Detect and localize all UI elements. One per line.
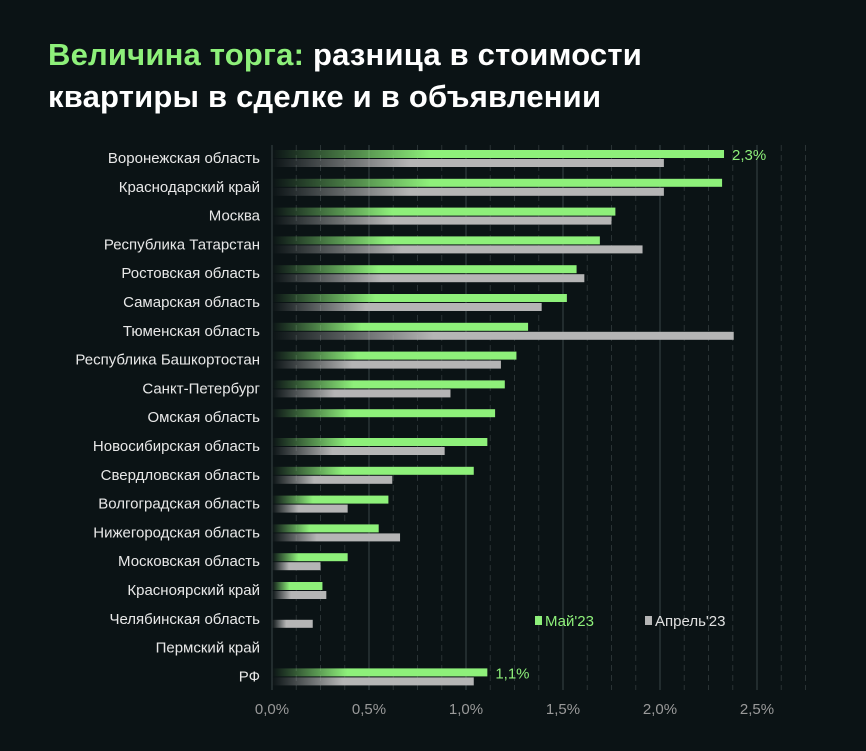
bar-april (272, 447, 445, 455)
category-label: Краснодарский край (119, 179, 260, 196)
legend-label: Май'23 (545, 613, 594, 630)
legend-swatch (645, 616, 652, 625)
title-rest: разница в стоимости (312, 37, 643, 72)
bar-may (272, 265, 577, 274)
category-label: Московская область (118, 553, 260, 570)
category-label: Свердловская область (101, 467, 261, 484)
bar-may (272, 294, 567, 302)
bar-april (272, 331, 734, 340)
bar-may (272, 409, 496, 418)
bar-april (272, 475, 393, 484)
bar-april (272, 360, 501, 369)
bar-may (272, 236, 600, 245)
bar-may (272, 207, 616, 216)
bar-april (272, 159, 664, 167)
category-label: Красноярский край (127, 582, 260, 599)
bar-may (272, 466, 474, 475)
bar-april (272, 504, 348, 513)
bar-may (272, 351, 517, 360)
bar-may (272, 524, 379, 533)
x-tick-label: 1,5% (546, 701, 580, 718)
category-label: Челябинская область (109, 611, 260, 628)
x-tick-label: 2,5% (740, 701, 774, 718)
bar-may (272, 582, 323, 590)
bar-april (272, 389, 451, 398)
category-label: Нижегородская область (93, 524, 260, 541)
bar-may (272, 322, 529, 331)
bar-may (272, 380, 505, 389)
category-label: Самарская область (123, 294, 260, 311)
category-label: Республика Татарстан (104, 236, 260, 253)
bar-may (272, 178, 723, 187)
bar-may (272, 553, 348, 562)
category-label: Пермский край (156, 640, 260, 657)
x-tick-label: 1,0% (449, 701, 483, 718)
bar-april (272, 303, 542, 311)
bar-april (272, 216, 612, 225)
bar-april (272, 533, 401, 542)
bar-april (272, 562, 321, 571)
category-label: Тюменская область (123, 323, 260, 340)
data-label: 2,3% (732, 147, 766, 164)
bar-may (272, 668, 488, 677)
bar-may (272, 150, 725, 158)
bar-may (272, 438, 488, 446)
category-label: Воронежская область (108, 150, 260, 167)
category-label: РФ (239, 668, 260, 685)
category-label: Москва (209, 208, 261, 225)
category-label: Санкт-Петербург (142, 380, 260, 397)
bar-april (272, 591, 327, 599)
title-line2: квартиры в сделке и в объявлении (48, 79, 602, 114)
category-label: Новосибирская область (93, 438, 260, 455)
category-label: Ростовская область (121, 265, 260, 282)
bar-may (272, 495, 389, 504)
chart-title: Величина торга: разница в стоимости квар… (48, 34, 642, 118)
x-tick-label: 0,5% (352, 701, 386, 718)
bar-april (272, 187, 664, 196)
x-tick-label: 0,0% (255, 701, 289, 718)
bar-april (272, 245, 643, 254)
data-label: 1,1% (495, 665, 529, 682)
category-label: Омская область (147, 409, 260, 426)
x-tick-label: 2,0% (643, 701, 677, 718)
legend-swatch (535, 616, 542, 625)
bar-april (272, 619, 313, 628)
title-highlight: Величина торга: (48, 37, 305, 72)
bar-april (272, 677, 474, 686)
category-label: Республика Башкортостан (75, 352, 260, 369)
bar-april (272, 274, 585, 283)
legend-label: Апрель'23 (655, 613, 725, 630)
category-label: Волгоградская область (98, 496, 260, 513)
